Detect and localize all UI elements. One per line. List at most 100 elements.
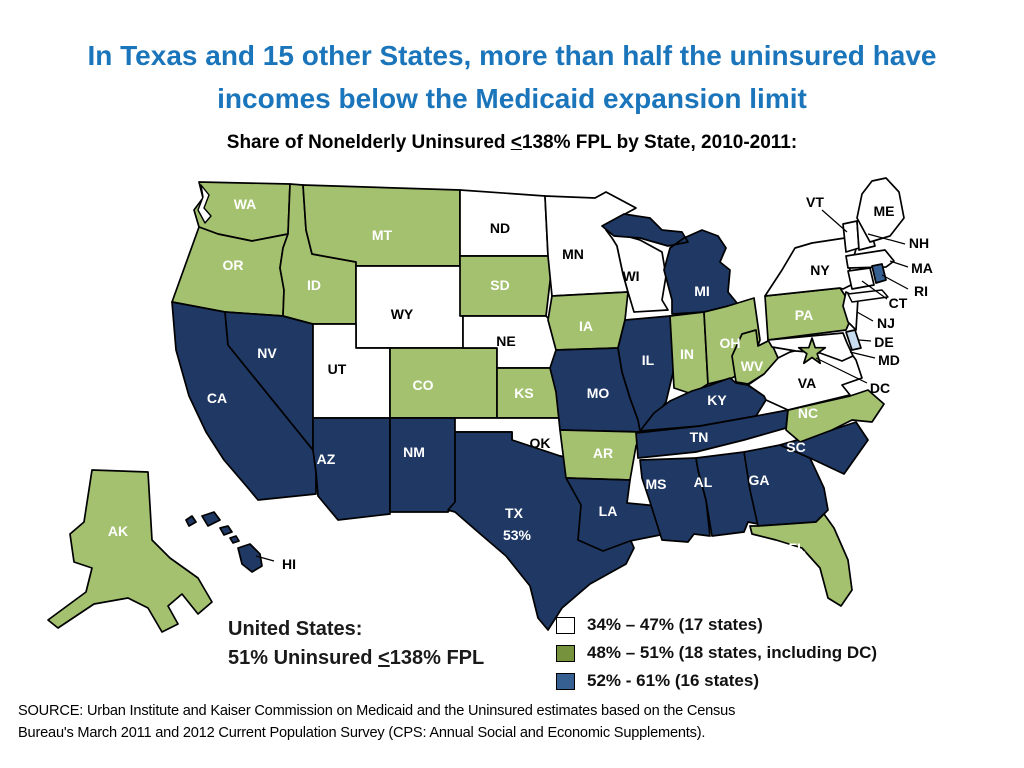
state-label-NC: NC (798, 405, 818, 421)
state-NC (785, 389, 885, 443)
us-annotation-line-1: United States: (228, 618, 363, 640)
state-label-SD: SD (490, 277, 509, 293)
state-label-KS: KS (514, 385, 533, 401)
state-AZ (312, 417, 391, 521)
subtitle-suffix: 138% FPL by State, 2010-2011: (521, 132, 798, 153)
state-label-WY: WY (391, 306, 414, 322)
state-DE (845, 329, 862, 351)
us-annotation-suffix: 138% FPL (389, 647, 485, 669)
state-label-NE: NE (496, 333, 515, 349)
map-subtitle: Share of Nonelderly Uninsured <138% FPL … (0, 132, 1024, 154)
state-label-AR: AR (593, 445, 613, 461)
state-ME (856, 177, 905, 243)
state-SD (459, 255, 553, 317)
state-label-GA: GA (749, 472, 770, 488)
state-AK (47, 469, 213, 633)
legend-label-low: 34% – 47% (17 states) (587, 615, 763, 634)
state-label-DC: DC (870, 380, 890, 396)
leader-line-RI (881, 274, 909, 290)
state-label-IN: IN (680, 346, 694, 362)
state-label-OH: OH (720, 335, 741, 351)
source-line-1: SOURCE: Urban Institute and Kaiser Commi… (18, 703, 736, 719)
us-annotation: United States: 51% Uninsured <138% FPL (228, 615, 484, 673)
state-label-MA: MA (911, 260, 933, 276)
state-LA (565, 477, 666, 552)
leader-line-HI (255, 555, 275, 562)
leader-line-CT (861, 280, 888, 300)
state-label-ID: ID (307, 277, 321, 293)
state-NM (389, 417, 456, 513)
state-label-VA: VA (798, 375, 816, 391)
title-line-2: incomes below the Medicaid expansion lim… (217, 83, 807, 114)
us-annotation-prefix: 51% Uninsured (228, 647, 379, 669)
source-line-2: Bureau's March 2011 and 2012 Current Pop… (18, 724, 706, 741)
state-label-HI: HI (282, 556, 296, 572)
state-CT (847, 267, 875, 290)
subtitle-prefix: Share of Nonelderly Uninsured (226, 132, 511, 153)
state-label-MD: MD (878, 352, 900, 368)
state-label-AZ: AZ (317, 451, 336, 467)
state-label-LA: LA (599, 503, 618, 519)
state-label-NY: NY (810, 262, 830, 278)
state-label-ME: ME (874, 203, 895, 219)
state-label-ND: ND (490, 220, 510, 236)
state-label-FL: FL (788, 540, 806, 556)
leader-line-VT (821, 209, 848, 233)
state-RI (871, 263, 887, 284)
legend-item-mid: 48% – 51% (18 states, including DC) (556, 639, 877, 667)
state-label-NH: NH (909, 235, 929, 251)
state-label-VT: VT (806, 194, 824, 210)
legend-swatch-blue (556, 672, 575, 690)
leader-line-NH (867, 233, 906, 245)
state-label-MN: MN (562, 246, 584, 262)
state-label-NM: NM (403, 444, 425, 460)
state-label-MI: MI (694, 283, 710, 299)
state-label-MS: MS (646, 476, 667, 492)
state-WV (731, 329, 779, 385)
legend-label-mid: 48% – 51% (18 states, including DC) (587, 643, 878, 662)
state-DC (797, 337, 827, 365)
legend-swatch-white (556, 616, 575, 634)
legend-item-low: 34% – 47% (17 states) (556, 611, 877, 639)
state-label-SC: SC (786, 439, 805, 455)
less-than-equal-sign: < (510, 132, 522, 153)
state-label-WI: WI (622, 268, 639, 284)
state-VA (747, 341, 863, 411)
state-label-MT: MT (372, 227, 393, 243)
state-label-AL: AL (694, 474, 713, 490)
state-label-IA: IA (579, 318, 593, 334)
legend-item-high: 52% - 61% (16 states) (556, 667, 877, 695)
leader-line-DE (858, 339, 872, 342)
title-line-1: In Texas and 15 other States, more than … (87, 40, 937, 71)
slide-title: In Texas and 15 other States, more than … (0, 34, 1024, 120)
state-label-TX: TX (505, 505, 524, 521)
state-label-OK: OK (530, 435, 551, 451)
state-label-CT: CT (889, 295, 908, 311)
state-label-CO: CO (413, 377, 434, 393)
leader-line-DC (815, 357, 868, 384)
state-label-MO: MO (587, 385, 610, 401)
state-label-WA: WA (234, 196, 257, 212)
state-label-NV: NV (257, 345, 277, 361)
puget-sound-water (197, 184, 212, 224)
state-label-WV: WV (741, 358, 764, 374)
state-label-OR: OR (223, 257, 244, 273)
state-CO (389, 347, 498, 419)
state-label-AK: AK (108, 523, 128, 539)
map-legend: 34% – 47% (17 states) 48% – 51% (18 stat… (556, 611, 877, 695)
leader-line-NJ (856, 311, 874, 322)
state-label-DE: DE (874, 334, 893, 350)
state-label-UT: UT (328, 361, 347, 377)
less-than-equal-sign: < (378, 647, 390, 669)
state-label-CA: CA (207, 390, 227, 406)
state-label-TN: TN (690, 429, 709, 445)
state-label-TX: 53% (503, 527, 532, 543)
state-label-PA: PA (795, 307, 813, 323)
state-label-RI: RI (914, 283, 928, 299)
state-WI (605, 229, 669, 313)
state-FL (749, 513, 853, 607)
legend-label-high: 52% - 61% (16 states) (587, 671, 759, 690)
source-note: SOURCE: Urban Institute and Kaiser Commi… (18, 701, 948, 744)
